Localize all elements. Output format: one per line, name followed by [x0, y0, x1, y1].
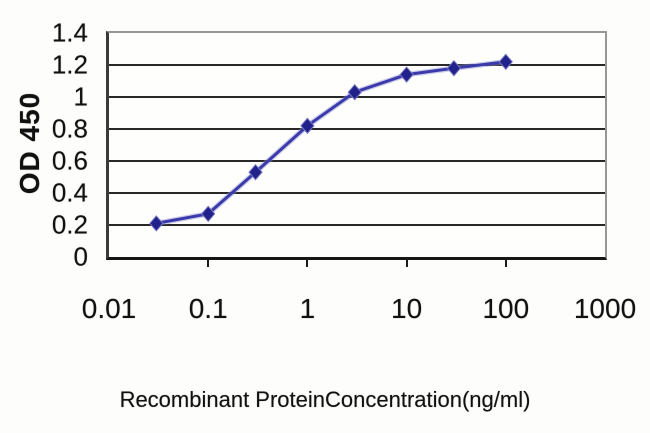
x-tick-mark [306, 259, 309, 267]
y-tick-label: 1.4 [51, 17, 88, 48]
x-tick-label: 0.01 [81, 293, 137, 324]
data-point-marker [399, 66, 414, 83]
x-tick-label: 0.1 [188, 293, 228, 324]
y-tick-label: 0.2 [51, 209, 88, 240]
x-axis-title: Recombinant ProteinConcentration(ng/ml) [119, 387, 531, 412]
x-tick-mark [207, 259, 210, 267]
data-point-marker [300, 117, 315, 135]
series-line-halo [155, 59, 507, 227]
x-tick-label: 100 [482, 293, 530, 324]
data-point-marker [201, 205, 216, 223]
x-tick-mark [405, 259, 408, 267]
plot-area [106, 31, 607, 260]
x-tick-label: 1 [299, 293, 316, 324]
data-point-marker [248, 163, 263, 181]
x-tick-label: 10 [391, 293, 423, 324]
y-axis-title: OD 450 [14, 91, 45, 195]
data-point-marker [498, 53, 513, 71]
data-point-marker [149, 215, 164, 232]
y-tick-label: 1.2 [51, 49, 88, 80]
x-tick-label: 1000 [573, 293, 637, 324]
series-line-chart [109, 53, 605, 232]
y-tick-label: 0 [73, 241, 88, 272]
data-point-marker [347, 83, 362, 101]
data-point-marker [446, 59, 462, 77]
x-tick-mark [504, 259, 507, 267]
series-line [156, 60, 506, 225]
